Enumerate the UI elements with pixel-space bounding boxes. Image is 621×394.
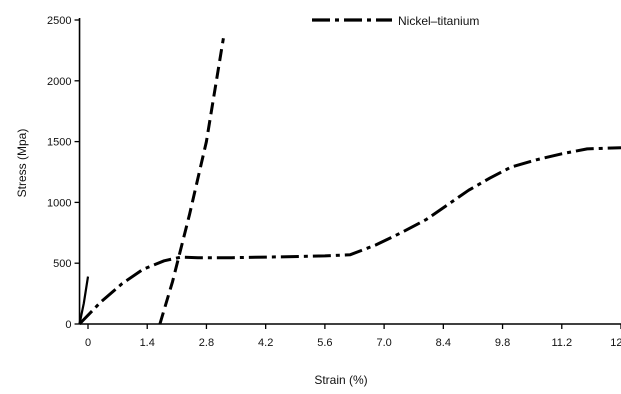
x-ticks: 0 1.4 2.8 4.2 5.6 7.0 8.4 9.8 11.2 12.6 <box>85 324 621 349</box>
x-tick-label: 1.4 <box>140 337 155 349</box>
x-tick-label: 4.2 <box>258 337 273 349</box>
y-tick-label: 0 <box>65 319 71 331</box>
x-tick-label: 12.6 <box>610 337 621 349</box>
y-tick-label: 2500 <box>47 15 71 27</box>
legend: Nickel–titanium <box>312 14 479 28</box>
x-tick-label: 8.4 <box>436 337 451 349</box>
y-tick-label: 1500 <box>47 137 71 149</box>
x-tick-label: 7.0 <box>376 337 391 349</box>
x-tick-label: 11.2 <box>551 337 572 349</box>
y-tick-label: 500 <box>53 258 71 270</box>
y-tick-label: 2000 <box>47 76 71 88</box>
x-tick-label: 2.8 <box>199 337 214 349</box>
x-tick-label: 9.8 <box>495 337 510 349</box>
x-tick-label: 5.6 <box>317 337 332 349</box>
series-line-dashed-1 <box>160 38 224 324</box>
legend-label-nickel-titanium: Nickel–titanium <box>398 14 479 28</box>
x-axis-title: Strain (%) <box>314 373 367 387</box>
axes <box>80 18 621 324</box>
y-axis-title: Stress (Mpa) <box>15 129 29 198</box>
x-tick-label: 0 <box>85 337 91 349</box>
y-ticks: 0 500 1000 1500 2000 2500 <box>47 15 79 331</box>
y-tick-label: 1000 <box>47 197 71 209</box>
series-line-dash-dot-0 <box>80 148 621 324</box>
series-lines <box>80 38 621 324</box>
